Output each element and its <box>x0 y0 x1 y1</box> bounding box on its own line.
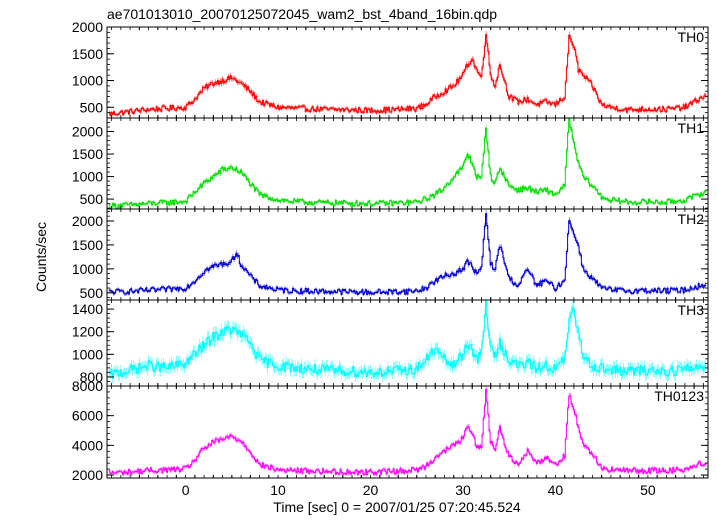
series-errorbars-th0 <box>109 30 706 117</box>
y-tick-label: 500 <box>80 99 104 115</box>
series-label-th1: TH1 <box>678 120 705 136</box>
y-tick-label: 4000 <box>72 437 103 453</box>
series-label-th3: TH3 <box>678 302 705 318</box>
series-line-th0123 <box>108 389 707 476</box>
series-line-th3 <box>108 300 707 379</box>
y-tick-label: 1000 <box>72 261 103 277</box>
chart-title: ae701013010_20070125072045_wam2_bst_4ban… <box>107 6 497 22</box>
y-tick-label: 1000 <box>72 169 103 185</box>
series-label-th0123: TH0123 <box>654 388 704 404</box>
y-tick-label: 1400 <box>72 301 103 317</box>
x-axis-label: Time [sec] 0 = 2007/01/25 07:20:45.524 <box>273 499 521 515</box>
series-label-th2: TH2 <box>678 211 705 227</box>
y-tick-label: 2000 <box>72 467 103 483</box>
series-errorbars-th0123 <box>109 386 706 477</box>
panel-frame <box>106 208 709 301</box>
panel-th2: 500 1000 1500 2000 TH2 <box>72 208 709 301</box>
y-tick-label: 1500 <box>72 237 103 253</box>
y-tick-label: 2000 <box>72 213 103 229</box>
series-line-th0 <box>108 34 707 116</box>
y-axis-label: Counts/sec <box>33 222 49 292</box>
panel-th0: 500 1000 1500 2000 TH0 <box>72 19 709 119</box>
x-tick-label: 50 <box>640 482 656 498</box>
series-line-th2 <box>108 213 707 296</box>
x-tick-label: 40 <box>548 482 564 498</box>
y-tick-label: 1200 <box>72 324 103 340</box>
y-tick-label: 8000 <box>72 378 103 394</box>
y-tick-label: 1000 <box>72 73 103 89</box>
panel-frame <box>106 117 709 210</box>
y-tick-label: 2000 <box>72 19 103 35</box>
panel-frame <box>106 385 709 479</box>
x-tick-label: 30 <box>455 482 471 498</box>
series-errorbars-th2 <box>109 210 706 297</box>
series-label-th0: TH0 <box>678 29 705 45</box>
y-tick-label: 6000 <box>72 408 103 424</box>
panel-th3: 800 1000 1200 1400 TH3 <box>72 299 709 387</box>
y-tick-label: 500 <box>80 191 104 207</box>
series-line-th1 <box>108 118 707 209</box>
x-tick-label: 0 <box>182 482 190 498</box>
panel-th0123: 2000 4000 6000 8000 TH0123 <box>72 378 709 483</box>
y-tick-label: 2000 <box>72 124 103 140</box>
y-tick-label: 1000 <box>72 346 103 362</box>
series-errorbars-th1 <box>109 118 706 209</box>
x-tick-label: 20 <box>363 482 379 498</box>
panel-th1: 500 1000 1500 2000 TH1 <box>72 117 709 210</box>
y-tick-label: 1500 <box>72 146 103 162</box>
y-tick-label: 1500 <box>72 46 103 62</box>
x-tick-label: 10 <box>270 482 286 498</box>
y-tick-label: 500 <box>80 285 104 301</box>
panel-frame <box>106 26 709 119</box>
y-tick-label: 800 <box>80 369 104 385</box>
